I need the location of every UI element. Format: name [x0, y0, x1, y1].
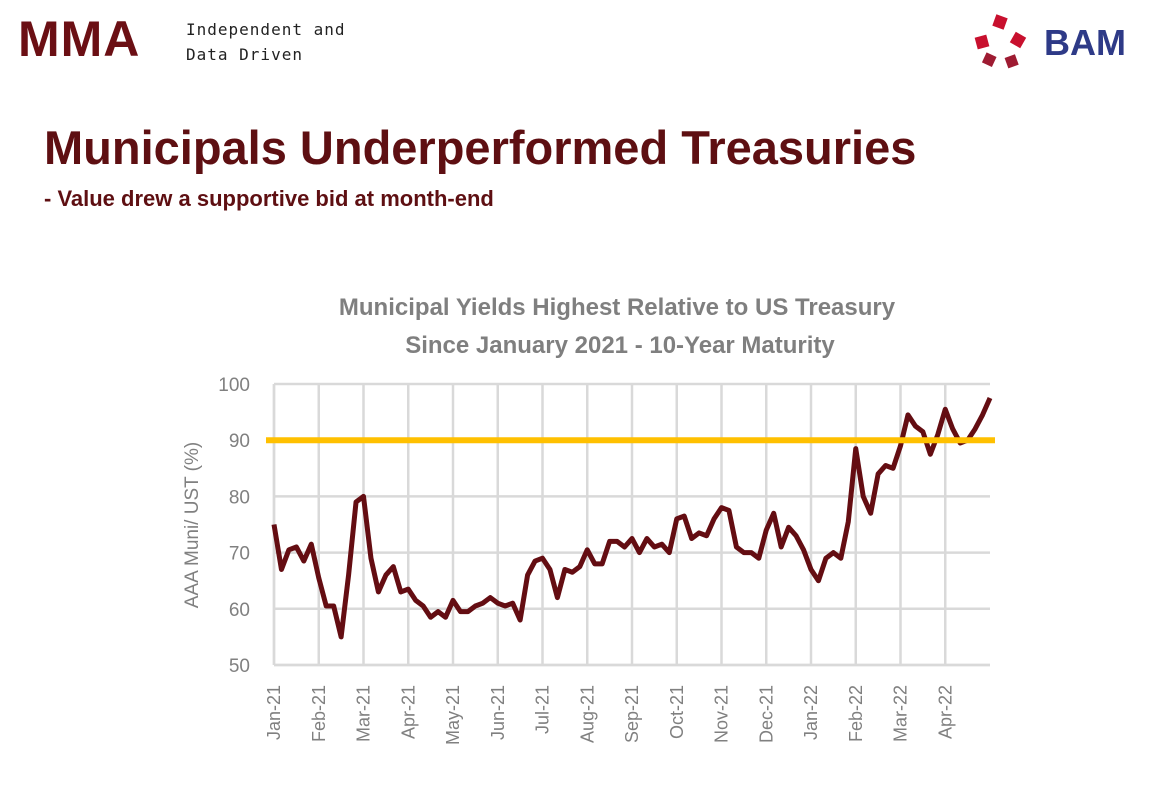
partner-logo-mark	[974, 14, 1027, 69]
x-tick-label: Jul-21	[533, 685, 553, 734]
x-tick-label: May-21	[443, 685, 463, 745]
x-tick-label: Sep-21	[622, 685, 642, 743]
chart-title: Municipal Yields Highest Relative to US …	[339, 294, 896, 321]
y-tick-label: 100	[218, 375, 250, 396]
x-tick-label: Mar-22	[891, 685, 911, 742]
x-tick-label: Jan-21	[264, 685, 284, 740]
y-tick-label: 70	[229, 544, 250, 565]
tagline: Independent and	[186, 20, 346, 39]
x-tick-label: Dec-21	[756, 685, 776, 743]
y-tick-label: 90	[229, 431, 250, 452]
chart-subtitle: Since January 2021 - 10-Year Maturity	[405, 332, 835, 359]
x-tick-label: Mar-21	[354, 685, 374, 742]
x-tick-label: Apr-21	[398, 685, 418, 739]
slide-subtitle: - Value drew a supportive bid at month-e…	[44, 186, 494, 211]
x-tick-label: Feb-22	[846, 685, 866, 742]
y-tick-label: 80	[229, 487, 250, 508]
data-line	[271, 397, 993, 640]
x-tick-label: Aug-21	[577, 685, 597, 743]
x-tick-label: Oct-21	[667, 685, 687, 739]
chart: Municipal Yields Highest Relative to US …	[182, 294, 995, 745]
partner-logo: BAM	[1044, 22, 1126, 63]
y-axis-label: AAA Muni/ UST (%)	[182, 442, 203, 608]
y-tick-label: 50	[229, 656, 250, 677]
x-tick-label: Jun-21	[488, 685, 508, 740]
x-tick-label: Jan-22	[801, 685, 821, 740]
slide-title: Municipals Underperformed Treasuries	[44, 121, 917, 174]
logo: MMA	[18, 11, 141, 67]
x-tick-label: Apr-22	[935, 685, 955, 739]
y-tick-label: 60	[229, 600, 250, 621]
tagline: Data Driven	[186, 45, 303, 64]
x-tick-label: Feb-21	[309, 685, 329, 742]
x-tick-label: Nov-21	[712, 685, 732, 743]
